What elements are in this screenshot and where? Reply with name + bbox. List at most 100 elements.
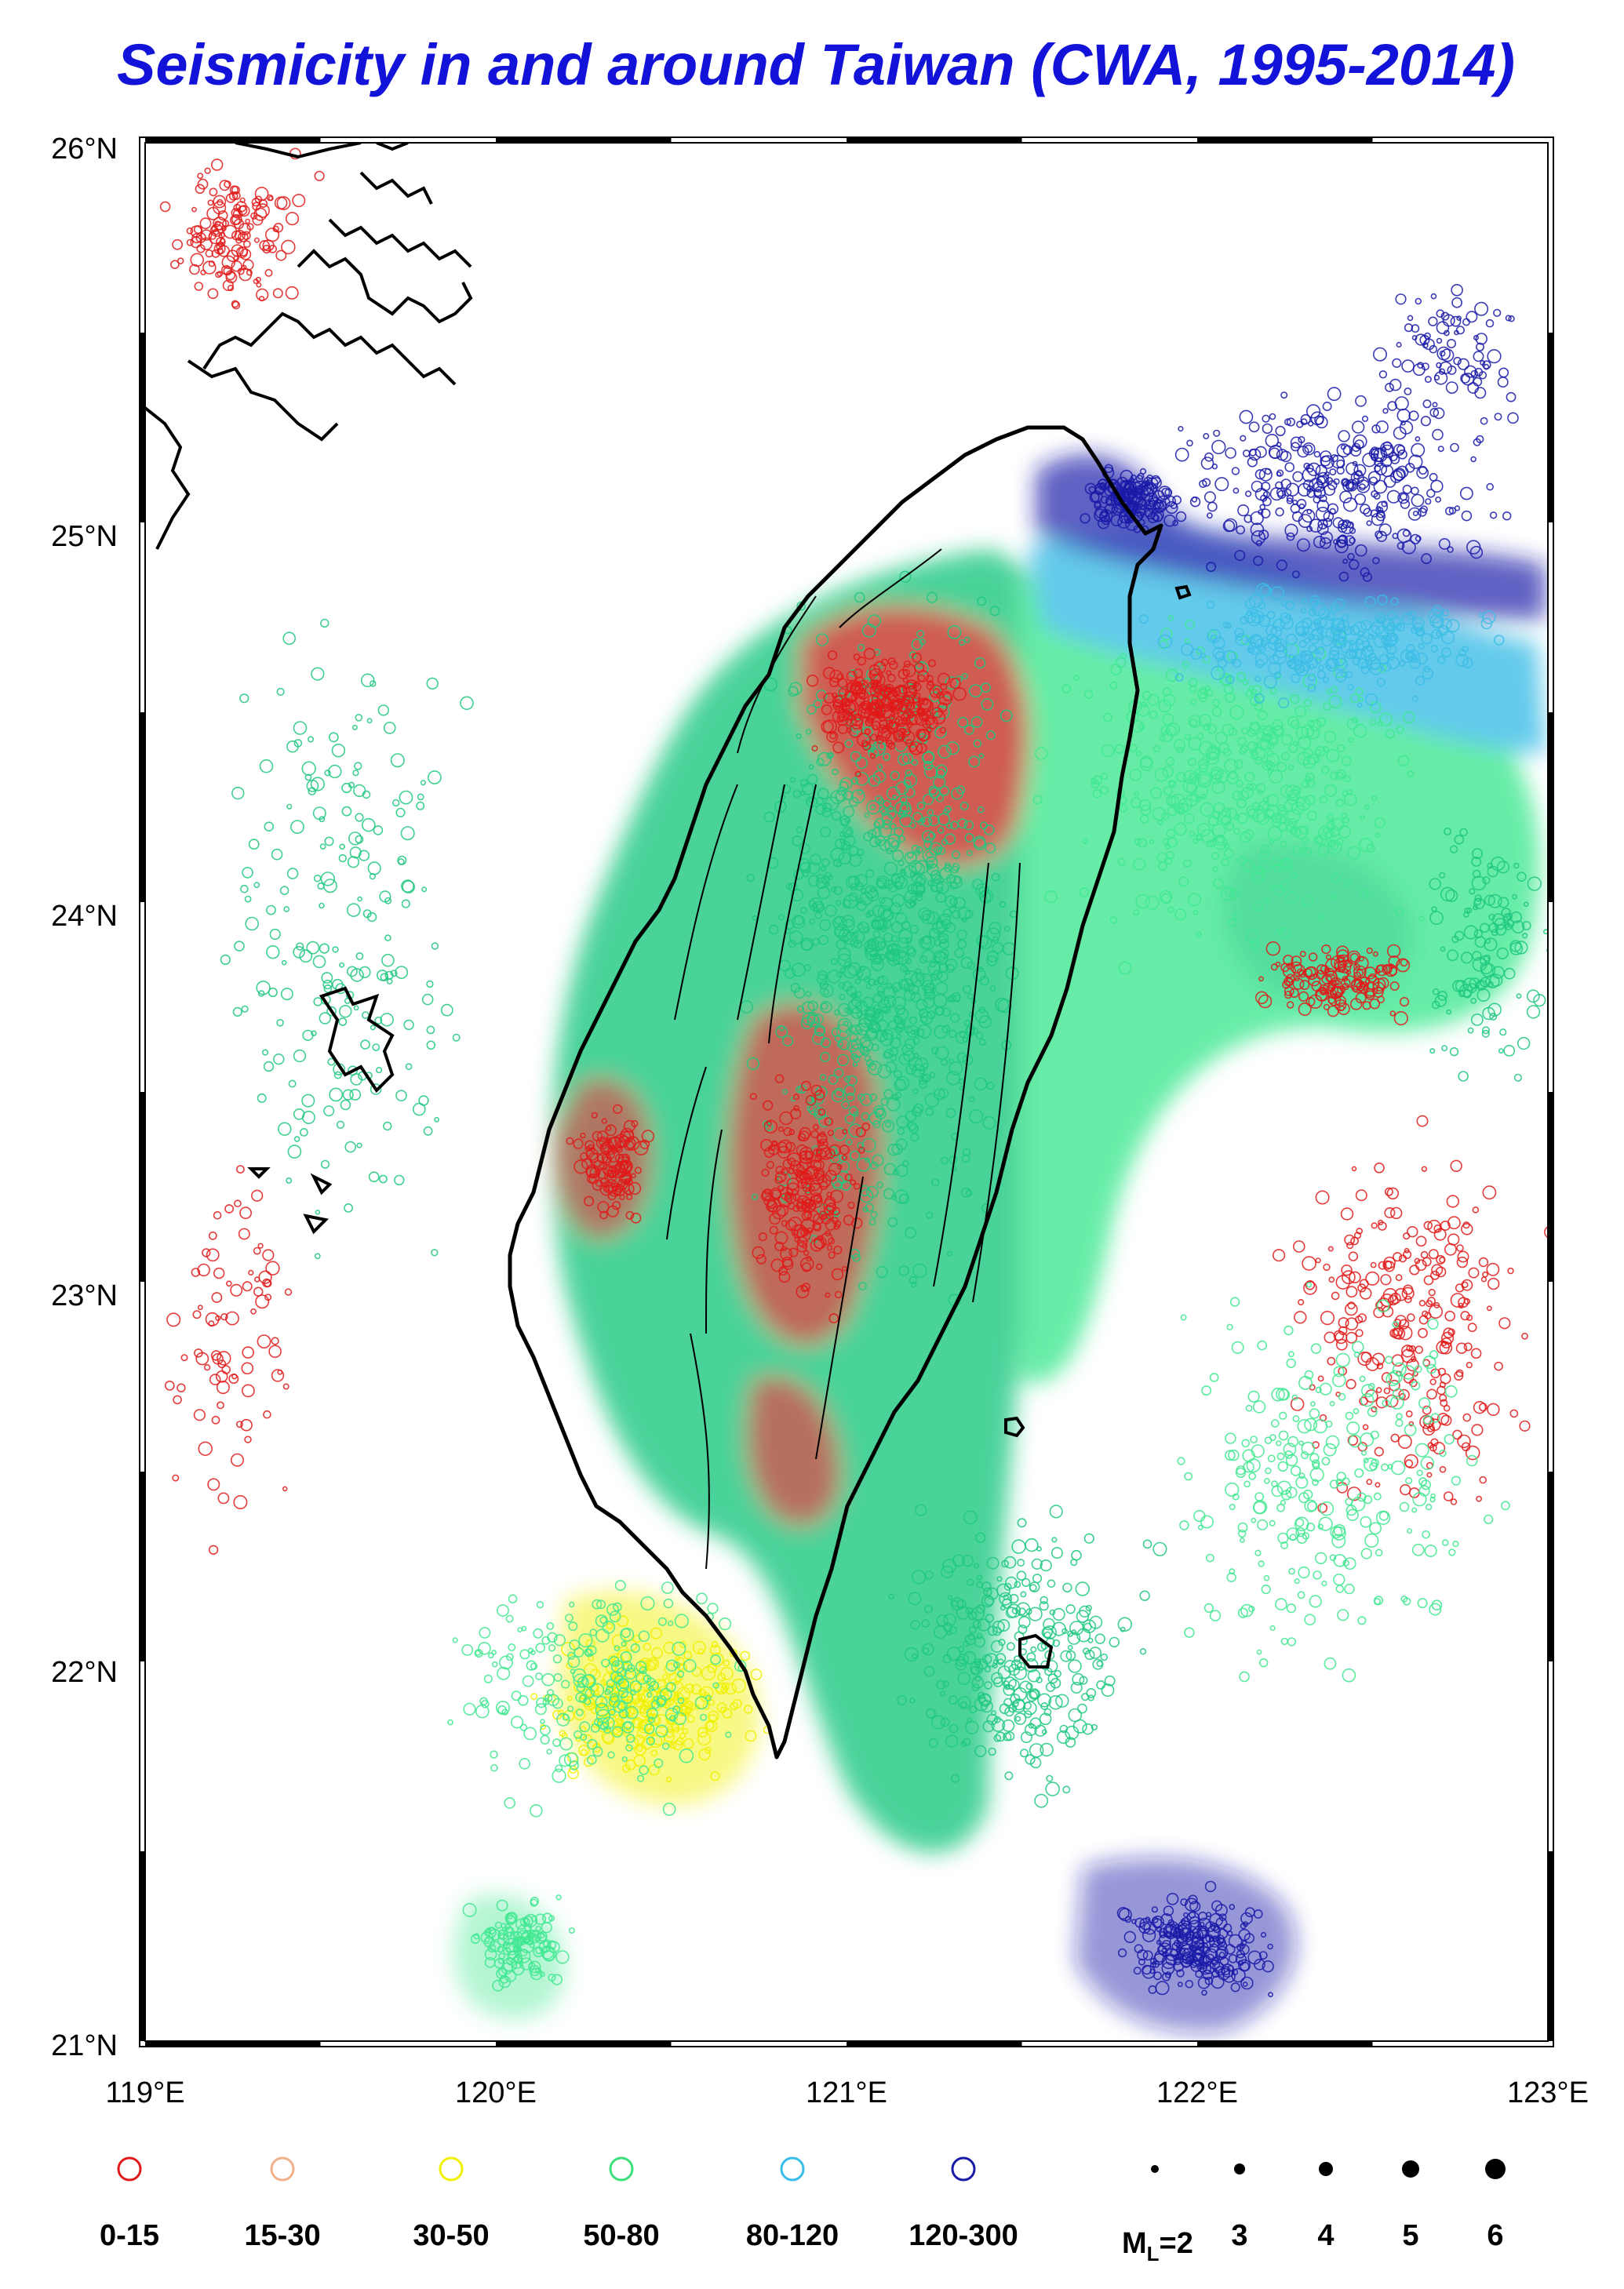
earthquake-marker <box>854 714 861 722</box>
earthquake-marker <box>914 849 921 856</box>
earthquake-marker <box>1234 628 1244 638</box>
earthquake-marker <box>1068 1659 1082 1673</box>
earthquake-marker <box>933 776 946 789</box>
earthquake-marker <box>889 660 898 670</box>
earthquake-marker <box>686 1715 695 1723</box>
earthquake-marker <box>1116 1907 1130 1920</box>
earthquake-marker <box>796 1236 808 1247</box>
earthquake-marker <box>235 1421 243 1428</box>
earthquake-marker <box>1294 1516 1309 1531</box>
earthquake-marker <box>971 1683 980 1692</box>
earthquake-marker <box>1267 741 1275 750</box>
earthquake-marker <box>256 288 269 301</box>
earthquake-marker <box>817 751 832 766</box>
earthquake-marker <box>841 1155 847 1161</box>
earthquake-marker <box>1272 719 1284 731</box>
earthquake-marker <box>995 1653 1007 1665</box>
earthquake-marker <box>1221 857 1230 867</box>
earthquake-marker <box>244 895 252 903</box>
earthquake-marker <box>832 915 847 930</box>
earthquake-marker <box>384 934 391 941</box>
earthquake-marker <box>1120 469 1134 483</box>
earthquake-marker <box>1280 751 1291 761</box>
earthquake-marker <box>902 810 908 816</box>
earthquake-marker <box>899 796 908 804</box>
earthquake-marker <box>1198 762 1208 773</box>
earthquake-marker <box>923 1604 933 1614</box>
earthquake-marker <box>1103 712 1113 722</box>
earthquake-marker <box>761 1188 774 1201</box>
earthquake-marker <box>266 944 280 959</box>
earthquake-marker <box>816 758 825 766</box>
earthquake-marker <box>1302 837 1309 844</box>
earthquake-marker <box>1455 1342 1468 1354</box>
earthquake-marker <box>878 724 888 734</box>
earthquake-marker <box>963 1510 978 1525</box>
earthquake-marker <box>1225 1432 1236 1444</box>
earthquake-marker <box>868 1021 880 1034</box>
earthquake-marker <box>1253 1909 1263 1919</box>
earthquake-marker <box>206 206 220 220</box>
earthquake-marker <box>1314 1552 1327 1565</box>
earthquake-marker <box>543 1949 555 1962</box>
earthquake-marker <box>935 920 949 933</box>
earthquake-marker <box>1403 711 1415 723</box>
earthquake-marker <box>326 1006 337 1017</box>
earthquake-marker <box>1148 1985 1157 1994</box>
earthquake-marker <box>766 1160 775 1170</box>
earthquake-marker <box>1418 465 1428 475</box>
earthquake-marker <box>245 218 250 224</box>
earthquake-marker <box>880 1097 889 1106</box>
earthquake-marker <box>210 1350 222 1361</box>
earthquake-marker <box>895 1164 908 1177</box>
earthquake-marker <box>1105 479 1120 493</box>
earthquake-marker <box>426 980 434 988</box>
earthquake-marker <box>1353 1232 1362 1239</box>
earthquake-marker <box>865 983 872 989</box>
earthquake-marker <box>903 773 918 788</box>
earthquake-marker <box>775 1025 788 1039</box>
earthquake-marker <box>1260 494 1268 502</box>
earthquake-marker <box>1200 802 1214 817</box>
earthquake-marker <box>808 764 814 770</box>
earthquake-marker <box>551 1974 563 1985</box>
earthquake-marker <box>384 897 392 904</box>
earthquake-marker <box>1031 1558 1043 1570</box>
earthquake-marker <box>1359 1287 1372 1300</box>
earthquake-marker <box>1020 1749 1029 1758</box>
earthquake-marker <box>347 856 360 868</box>
earthquake-marker <box>1503 1045 1516 1057</box>
earthquake-marker <box>1014 1716 1021 1722</box>
earthquake-marker <box>967 1717 973 1723</box>
earthquake-marker <box>191 233 202 244</box>
earthquake-marker <box>1367 973 1378 983</box>
earthquake-marker <box>1094 501 1101 510</box>
earthquake-marker <box>799 778 809 788</box>
earthquake-marker <box>1101 744 1115 758</box>
earthquake-marker <box>852 931 859 938</box>
earthquake-marker <box>1190 1960 1202 1972</box>
earthquake-marker <box>1360 504 1371 515</box>
earthquake-marker <box>461 1643 474 1656</box>
earthquake-marker <box>1396 1413 1403 1420</box>
earthquake-marker <box>1248 646 1255 653</box>
earthquake-marker <box>239 1206 252 1220</box>
earthquake-marker <box>1173 739 1185 751</box>
earthquake-marker <box>655 1698 666 1708</box>
earthquake-marker <box>1382 408 1389 414</box>
earthquake-marker <box>1029 1743 1044 1758</box>
earthquake-marker <box>1029 1717 1042 1730</box>
earthquake-marker <box>1269 1625 1276 1632</box>
earthquake-marker <box>1240 1538 1245 1543</box>
earthquake-marker <box>1174 447 1189 462</box>
earthquake-marker <box>1404 1424 1417 1436</box>
earthquake-marker <box>837 1003 851 1017</box>
earthquake-marker <box>499 1655 513 1670</box>
earthquake-marker <box>646 1707 658 1719</box>
earthquake-marker <box>880 1029 888 1037</box>
earthquake-marker <box>1173 1961 1184 1972</box>
earthquake-marker <box>1083 1533 1094 1544</box>
earthquake-marker <box>220 264 231 275</box>
earthquake-marker <box>905 969 911 976</box>
earthquake-marker <box>850 992 857 999</box>
